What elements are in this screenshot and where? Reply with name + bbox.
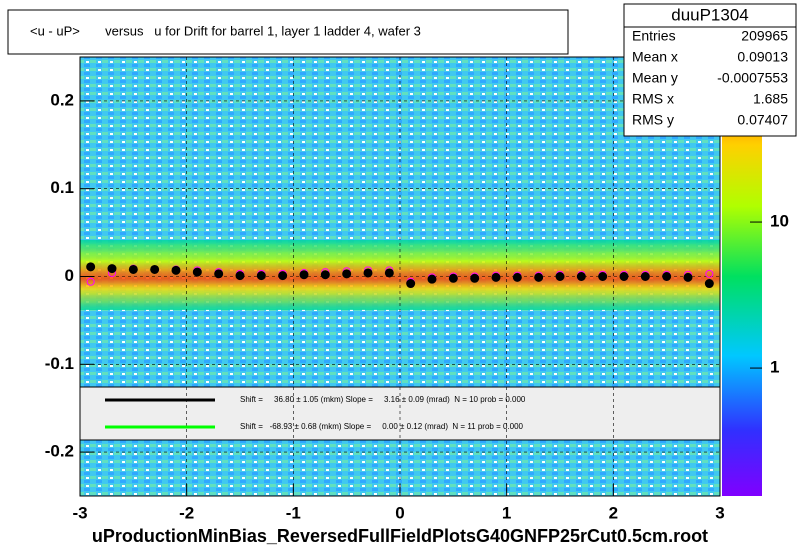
data-point: [619, 272, 629, 281]
y-tick-label: 0: [65, 266, 74, 285]
data-point: [86, 277, 95, 286]
data-point: [192, 267, 202, 277]
y-tick-label: 0.1: [50, 178, 74, 197]
stats-key: RMS y: [632, 112, 674, 128]
data-point: [342, 269, 352, 279]
stats-key: Entries: [632, 28, 676, 44]
z-tick-label: 10: [770, 212, 789, 231]
data-point: [406, 279, 416, 289]
data-point: [320, 270, 330, 280]
data-point: [704, 279, 714, 289]
x-tick-label: -1: [286, 503, 301, 522]
legend-label: Shift = 36.80 ± 1.05 (mkm) Slope = 3.16 …: [240, 395, 526, 404]
data-point: [683, 272, 693, 282]
data-point: [299, 270, 309, 280]
data-point: [598, 272, 608, 281]
stats-value: 209965: [741, 28, 788, 44]
data-point: [640, 272, 650, 281]
x-tick-label: 1: [502, 503, 511, 522]
y-tick-label: -0.1: [45, 354, 74, 373]
data-point: [534, 272, 544, 282]
stats-value: -0.0007553: [717, 70, 788, 86]
data-point: [214, 269, 224, 279]
data-point: [235, 271, 245, 281]
stats-key: Mean y: [632, 70, 678, 86]
y-tick-label: -0.2: [45, 442, 74, 461]
data-point: [491, 272, 501, 282]
stats-value: 0.07407: [737, 112, 788, 128]
x-tick-label: -2: [179, 503, 194, 522]
data-point: [86, 262, 96, 272]
x-axis-label: uProductionMinBias_ReversedFullFieldPlot…: [92, 526, 708, 546]
stats-value: 1.685: [753, 91, 788, 107]
data-point: [555, 272, 565, 281]
stats-box: [623, 3, 797, 137]
stats-value: 0.09013: [737, 49, 788, 65]
data-point: [128, 264, 138, 274]
data-point: [107, 264, 117, 274]
data-point: [576, 272, 586, 281]
stats-key: RMS x: [632, 91, 674, 107]
stats-title: duuP1304: [671, 5, 749, 24]
x-tick-label: 3: [715, 503, 724, 522]
data-point: [363, 268, 373, 278]
x-tick-label: 2: [609, 503, 618, 522]
data-point: [427, 274, 437, 284]
y-tick-label: 0.2: [50, 90, 74, 109]
title-box: [7, 9, 569, 55]
data-point: [470, 273, 480, 283]
data-point: [705, 269, 714, 278]
data-point: [512, 272, 522, 282]
data-point: [256, 271, 266, 281]
stats-key: Mean x: [632, 49, 678, 65]
data-point: [150, 264, 160, 274]
z-tick-label: 1: [770, 358, 779, 377]
legend-label: Shift = -68.93 ± 0.68 (mkm) Slope = 0.00…: [240, 422, 524, 431]
data-point: [278, 271, 288, 281]
data-point: [662, 272, 672, 281]
data-point: [171, 265, 181, 275]
data-point: [384, 268, 394, 278]
x-tick-label: -3: [72, 503, 87, 522]
chart-title: <u - uP> versus u for Drift for barrel 1…: [30, 23, 421, 38]
x-tick-label: 0: [395, 503, 404, 522]
data-point: [448, 273, 458, 283]
